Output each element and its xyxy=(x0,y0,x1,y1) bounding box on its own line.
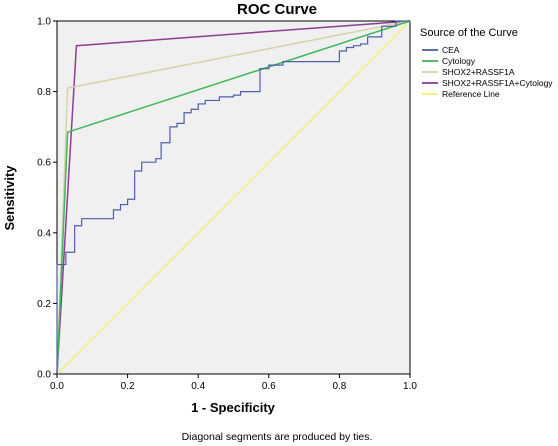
series-line-4 xyxy=(56,20,411,375)
y-tick-label: 0.4 xyxy=(37,228,51,239)
legend-label-0: CEA xyxy=(442,45,460,55)
y-tick-label: 0.8 xyxy=(37,87,51,98)
y-axis-title: Sensitivity xyxy=(2,165,17,231)
x-axis-title: 1 - Specificity xyxy=(191,400,276,415)
x-tick-label: 0.2 xyxy=(121,381,135,392)
legend-label-1: Cytology xyxy=(442,56,476,66)
x-tick-label: 0.6 xyxy=(262,381,276,392)
series-line-0 xyxy=(56,20,410,374)
y-tick-label: 0.6 xyxy=(37,158,51,169)
legend-title: Source of the Curve xyxy=(420,27,518,39)
x-tick-label: 0.8 xyxy=(332,381,346,392)
chart-title: ROC Curve xyxy=(237,1,317,18)
legend-label-4: Reference Line xyxy=(442,89,500,99)
x-axis-ticks: 0.0 0.2 0.4 0.6 0.8 1.0 xyxy=(50,374,417,392)
footnote: Diagonal segments are produced by ties. xyxy=(182,431,373,443)
x-tick-label: 0.4 xyxy=(191,381,205,392)
y-tick-label: 1.0 xyxy=(37,17,51,28)
y-tick-label: 0.2 xyxy=(37,299,51,310)
y-tick-label: 0.0 xyxy=(37,370,51,381)
x-tick-label: 0.0 xyxy=(50,381,64,392)
legend: Source of the Curve CEACytologySHOX2+RAS… xyxy=(420,27,553,99)
legend-label-2: SHOX2+RASSF1A xyxy=(442,67,515,77)
series-line-1 xyxy=(56,20,411,375)
legend-label-3: SHOX2+RASSF1A+Cytology xyxy=(442,78,553,88)
y-axis-ticks: 0.0 0.2 0.4 0.6 0.8 1.0 xyxy=(37,17,57,381)
x-tick-label: 1.0 xyxy=(403,381,417,392)
series-lines xyxy=(56,20,411,375)
